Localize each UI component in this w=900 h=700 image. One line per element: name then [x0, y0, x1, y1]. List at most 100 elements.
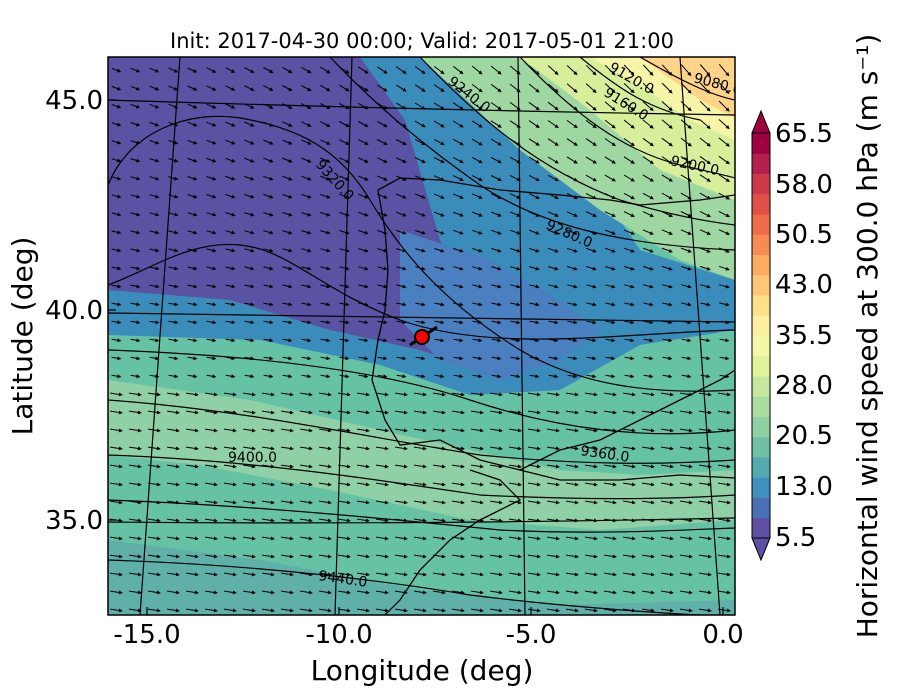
- wind-vector: [604, 101, 616, 111]
- wind-vector: [167, 572, 180, 577]
- wind-vector: [320, 356, 331, 361]
- wind-vector: [263, 356, 274, 361]
- wind-vector: [376, 464, 389, 469]
- wind-vector: [661, 572, 674, 577]
- wind-vector: [547, 211, 559, 217]
- wind-vector: [566, 536, 579, 541]
- wind-vector: [376, 84, 388, 92]
- wind-vector: [319, 392, 332, 397]
- wind-vector: [338, 139, 350, 145]
- wind-vector: [699, 247, 711, 253]
- wind-vector: [186, 590, 199, 595]
- wind-vector: [111, 122, 122, 127]
- wind-vector: [111, 374, 122, 379]
- wind-vector: [186, 608, 199, 613]
- plot-title: Init: 2017-04-30 00:00; Valid: 2017-05-0…: [170, 29, 674, 53]
- colorbar-swatch: [752, 517, 770, 539]
- wind-vector: [566, 101, 578, 111]
- wind-vector: [509, 410, 522, 415]
- wind-vector: [414, 446, 427, 451]
- wind-vector: [661, 446, 674, 451]
- wind-vector: [358, 374, 369, 379]
- wind-vector: [490, 193, 502, 199]
- wind-vector: [433, 590, 446, 595]
- wind-vector: [604, 192, 616, 200]
- wind-vector: [509, 174, 521, 182]
- wind-vector: [282, 103, 293, 109]
- wind-vector: [129, 482, 142, 487]
- y-tick-marks: [108, 99, 116, 521]
- wind-vector: [681, 284, 692, 289]
- wind-vector: [680, 518, 693, 523]
- wind-vector: [338, 392, 351, 397]
- wind-vector: [338, 608, 351, 613]
- wind-vector: [567, 320, 578, 325]
- colorbar-swatch: [752, 376, 770, 397]
- wind-vector: [186, 446, 199, 451]
- wind-vector: [205, 536, 218, 541]
- wind-vector: [642, 410, 655, 415]
- wind-vector: [187, 248, 198, 253]
- wind-vector: [110, 446, 123, 451]
- wind-vector: [661, 101, 673, 112]
- wind-vector: [681, 320, 692, 325]
- wind-vector: [566, 156, 578, 164]
- colorbar-tick-label: 65.5: [775, 119, 833, 149]
- wind-vector: [187, 302, 198, 307]
- wind-vector: [396, 356, 407, 361]
- wind-vector: [433, 608, 446, 613]
- wind-vector: [547, 229, 559, 235]
- wind-vector: [642, 174, 654, 182]
- wind-vector: [301, 212, 312, 217]
- wind-vector: [414, 102, 426, 110]
- wind-vector: [471, 536, 484, 541]
- wind-vector: [642, 137, 654, 147]
- wind-vector: [281, 518, 294, 523]
- wind-vector: [661, 64, 673, 76]
- wind-vector: [642, 608, 655, 613]
- wind-vector: [129, 536, 142, 541]
- wind-vector: [320, 266, 331, 271]
- wind-vector: [547, 193, 559, 199]
- wind-vector: [243, 608, 256, 613]
- wind-vector: [585, 464, 598, 469]
- wind-vector: [206, 374, 217, 379]
- wind-vector: [699, 392, 712, 397]
- wind-vector: [509, 482, 522, 487]
- wind-vector: [225, 374, 236, 379]
- wind-vector: [528, 83, 540, 93]
- wind-vector: [680, 536, 693, 541]
- wind-vector: [319, 410, 332, 415]
- wind-vector: [224, 392, 237, 397]
- wind-vector: [471, 211, 483, 217]
- wind-vector: [661, 265, 673, 271]
- wind-vector: [244, 338, 255, 343]
- wind-vector: [718, 554, 731, 559]
- wind-vector: [642, 428, 655, 433]
- wind-vector: [700, 284, 711, 289]
- wind-vector: [623, 211, 635, 217]
- wind-vector: [129, 554, 142, 559]
- wind-vector: [586, 320, 597, 325]
- wind-vector: [243, 482, 256, 487]
- wind-vector: [452, 156, 464, 164]
- wind-vector: [243, 464, 256, 469]
- wind-vector: [339, 211, 350, 217]
- wind-vector: [414, 500, 427, 505]
- wind-vector: [490, 211, 502, 217]
- wind-vector: [262, 518, 275, 523]
- wind-vector: [471, 175, 483, 181]
- wind-vector: [547, 120, 559, 129]
- wind-vector: [320, 103, 331, 109]
- colorbar-swatch: [752, 355, 770, 377]
- wind-vector: [623, 229, 635, 235]
- wind-vector: [414, 464, 427, 469]
- wind-vector: [357, 410, 370, 415]
- wind-vector: [661, 518, 674, 523]
- wind-vector: [357, 392, 370, 397]
- wind-vector: [358, 193, 369, 199]
- wind-vector: [490, 229, 502, 235]
- wind-vector: [149, 176, 160, 181]
- wind-vector: [548, 374, 559, 379]
- wind-vector: [642, 82, 654, 94]
